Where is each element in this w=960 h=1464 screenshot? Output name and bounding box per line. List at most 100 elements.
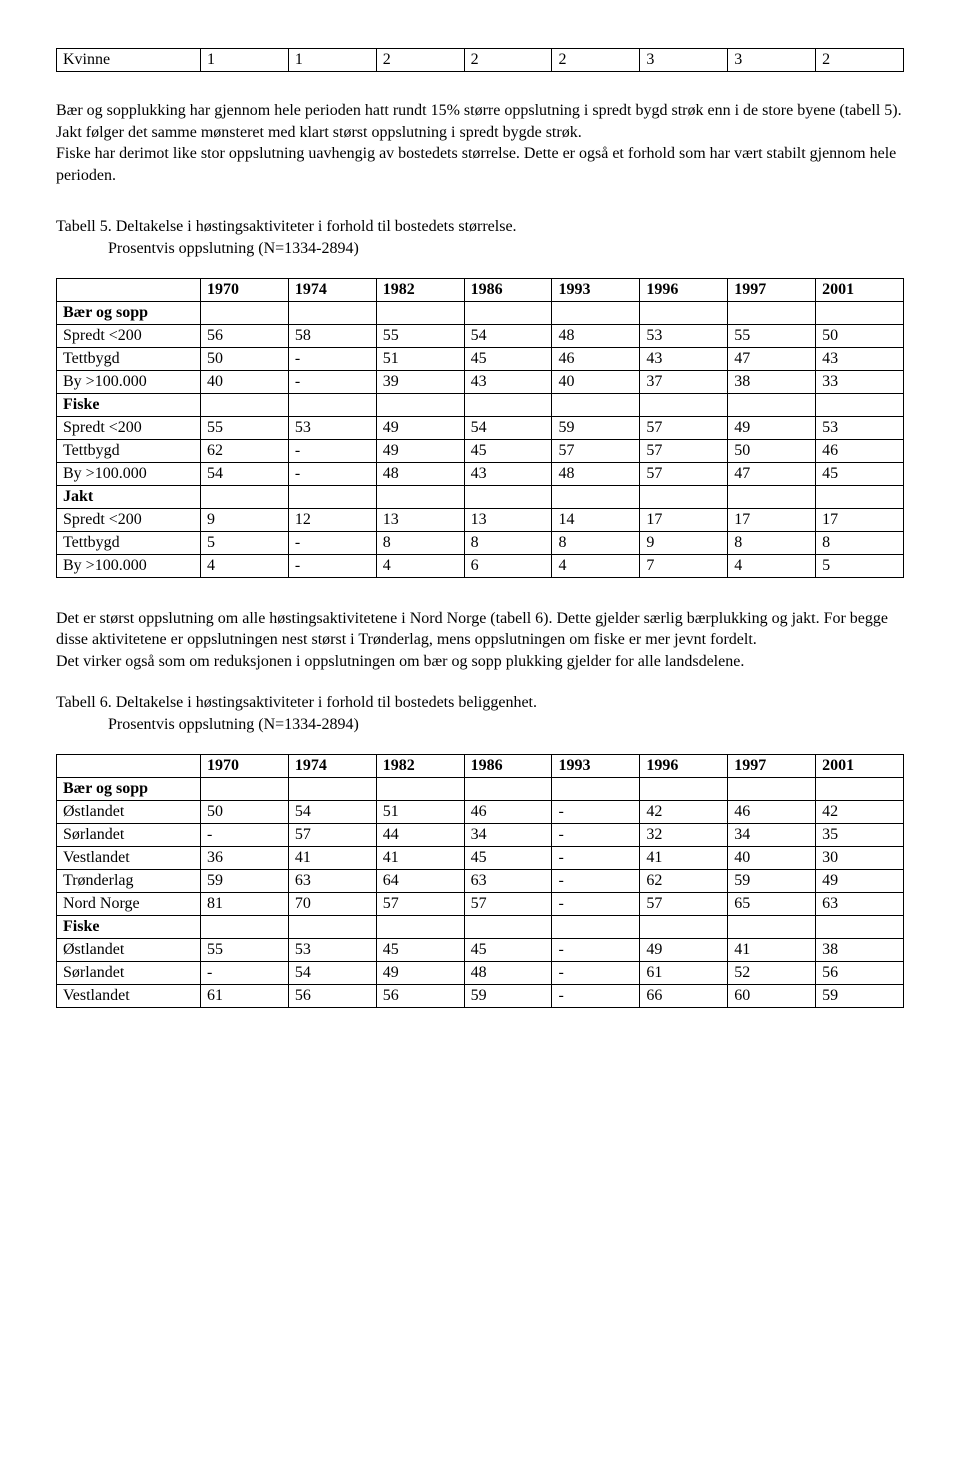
table-cell: - (552, 892, 640, 915)
table-cell (640, 485, 728, 508)
table-cell: 8 (376, 531, 464, 554)
table-header-row: 19701974198219861993199619972001 (57, 754, 904, 777)
table-cell: 54 (464, 416, 552, 439)
table-cell: 54 (200, 462, 288, 485)
row-label: Spredt <200 (57, 324, 201, 347)
table-cell (552, 393, 640, 416)
table-cell: 65 (728, 892, 816, 915)
table-cell: 4 (728, 554, 816, 577)
table-cell: 49 (376, 439, 464, 462)
column-header: 2001 (816, 754, 904, 777)
table-cell: 4 (200, 554, 288, 577)
table-cell (552, 301, 640, 324)
column-header: 1996 (640, 754, 728, 777)
table-cell: 49 (376, 416, 464, 439)
column-header: 1970 (200, 754, 288, 777)
column-header: 1982 (376, 278, 464, 301)
table-row: Nord Norge81705757-576563 (57, 892, 904, 915)
table-cell: 52 (728, 961, 816, 984)
table-cell: 50 (728, 439, 816, 462)
table-cell (552, 485, 640, 508)
table-cell: 43 (464, 462, 552, 485)
table-cell: 66 (640, 984, 728, 1007)
table-cell (552, 915, 640, 938)
table-cell: 81 (200, 892, 288, 915)
table-cell: 4 (376, 554, 464, 577)
table-cell: 57 (640, 416, 728, 439)
row-label: Jakt (57, 485, 201, 508)
table-row: Spredt <2005553495459574953 (57, 416, 904, 439)
table-cell: 39 (376, 370, 464, 393)
table-cell: 3 (728, 49, 816, 72)
table-cell: 37 (640, 370, 728, 393)
table-row: Spredt <200912131314171717 (57, 508, 904, 531)
table-cell: 45 (464, 846, 552, 869)
row-label: By >100.000 (57, 370, 201, 393)
table-cell: 43 (464, 370, 552, 393)
row-label: By >100.000 (57, 554, 201, 577)
table-cell (816, 485, 904, 508)
table-cell: 9 (640, 531, 728, 554)
table-cell: 41 (728, 938, 816, 961)
table-row: Fiske (57, 915, 904, 938)
table-cell: 2 (552, 49, 640, 72)
row-label: By >100.000 (57, 462, 201, 485)
table-cell (728, 301, 816, 324)
table-cell: 38 (728, 370, 816, 393)
table-cell: 46 (728, 800, 816, 823)
table-cell: 34 (728, 823, 816, 846)
table5-subtitle: Prosentvis oppslutning (N=1334-2894) (56, 238, 904, 260)
column-header: 2001 (816, 278, 904, 301)
table-cell: 48 (376, 462, 464, 485)
table-cell: - (200, 823, 288, 846)
row-label: Bær og sopp (57, 777, 201, 800)
column-header: 1993 (552, 278, 640, 301)
table6-title: Tabell 6. Deltakelse i høstingsaktivitet… (56, 692, 904, 714)
table-cell: - (288, 439, 376, 462)
row-label: Østlandet (57, 800, 201, 823)
table-cell: 63 (288, 869, 376, 892)
table-cell (200, 393, 288, 416)
table-cell: 42 (816, 800, 904, 823)
table-cell: 41 (376, 846, 464, 869)
paragraph: Bær og sopplukking har gjennom hele peri… (56, 100, 904, 122)
table-cell: - (200, 961, 288, 984)
table-cell: 2 (376, 49, 464, 72)
table-cell: 57 (640, 892, 728, 915)
column-header: 1974 (288, 754, 376, 777)
table-cell (464, 393, 552, 416)
table-cell: 60 (728, 984, 816, 1007)
table5-title-block: Tabell 5. Deltakelse i høstingsaktivitet… (56, 216, 904, 259)
table-cell: 46 (464, 800, 552, 823)
table-cell: 8 (728, 531, 816, 554)
table-row: Vestlandet61565659-666059 (57, 984, 904, 1007)
table-cell: 30 (816, 846, 904, 869)
paragraph: Det er størst oppslutning om alle høstin… (56, 608, 904, 651)
table-row: Vestlandet36414145-414030 (57, 846, 904, 869)
table-cell (288, 777, 376, 800)
table-cell (200, 915, 288, 938)
table-cell (728, 485, 816, 508)
table-cell: 46 (552, 347, 640, 370)
table-cell: 55 (376, 324, 464, 347)
table-cell: 41 (288, 846, 376, 869)
table-cell: 42 (640, 800, 728, 823)
top-table: Kvinne11222332 (56, 48, 904, 72)
table-cell (640, 915, 728, 938)
table-row: Spredt <2005658555448535550 (57, 324, 904, 347)
table-cell: 13 (464, 508, 552, 531)
table-cell: 54 (288, 961, 376, 984)
table-row: Østlandet50545146-424642 (57, 800, 904, 823)
table-row: Bær og sopp (57, 301, 904, 324)
row-label: Spredt <200 (57, 508, 201, 531)
table5-title: Tabell 5. Deltakelse i høstingsaktivitet… (56, 216, 904, 238)
column-header: 1993 (552, 754, 640, 777)
table-row: Kvinne11222332 (57, 49, 904, 72)
table-cell: 57 (640, 462, 728, 485)
table-cell: 1 (288, 49, 376, 72)
table-cell (288, 485, 376, 508)
table-cell: 62 (200, 439, 288, 462)
column-header: 1982 (376, 754, 464, 777)
row-label: Spredt <200 (57, 416, 201, 439)
table-cell: 45 (376, 938, 464, 961)
